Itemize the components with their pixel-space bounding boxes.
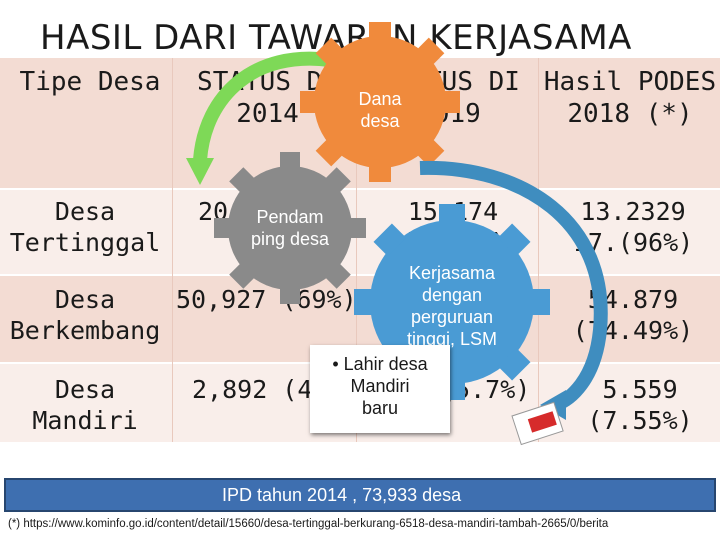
cell-tipe: Desa Berkembang xyxy=(9,285,161,345)
gray-gear xyxy=(214,152,366,304)
cell-podes: 13.2329 17.(96%) xyxy=(572,197,694,257)
cell-tipe: Desa Mandiri xyxy=(32,375,138,435)
blue-arrow xyxy=(419,160,608,412)
ipd-bar: IPD tahun 2014 , 73,933 desa xyxy=(4,478,716,512)
column-divider xyxy=(356,58,357,442)
footnote: (*) https://www.kominfo.go.id/content/de… xyxy=(8,518,609,530)
gear-label-dana: Dana desa xyxy=(358,89,402,131)
header-podes-2018: Hasil PODES 2018 (*) xyxy=(543,67,717,129)
cell-tipe: Desa Tertinggal xyxy=(9,197,161,257)
header-tipe-desa: Tipe Desa xyxy=(19,67,161,97)
document-icon xyxy=(511,401,564,446)
cell-podes: 5.559 (7.55%) xyxy=(587,375,693,435)
column-divider xyxy=(172,58,173,442)
green-arrowhead xyxy=(186,158,214,185)
gear-label-kerjasama: Kerjasama dengan perguruan tinggi, LSM xyxy=(406,263,498,349)
cell-status-2014: 50,927 (69%) xyxy=(176,285,357,314)
green-arrow xyxy=(193,51,331,161)
column-divider xyxy=(538,58,539,442)
callout-lahir-desa: • Lahir desa Mandiri baru xyxy=(310,345,450,433)
orange-gear xyxy=(300,22,460,182)
gear-label-pendamping: Pendam ping desa xyxy=(250,207,330,249)
